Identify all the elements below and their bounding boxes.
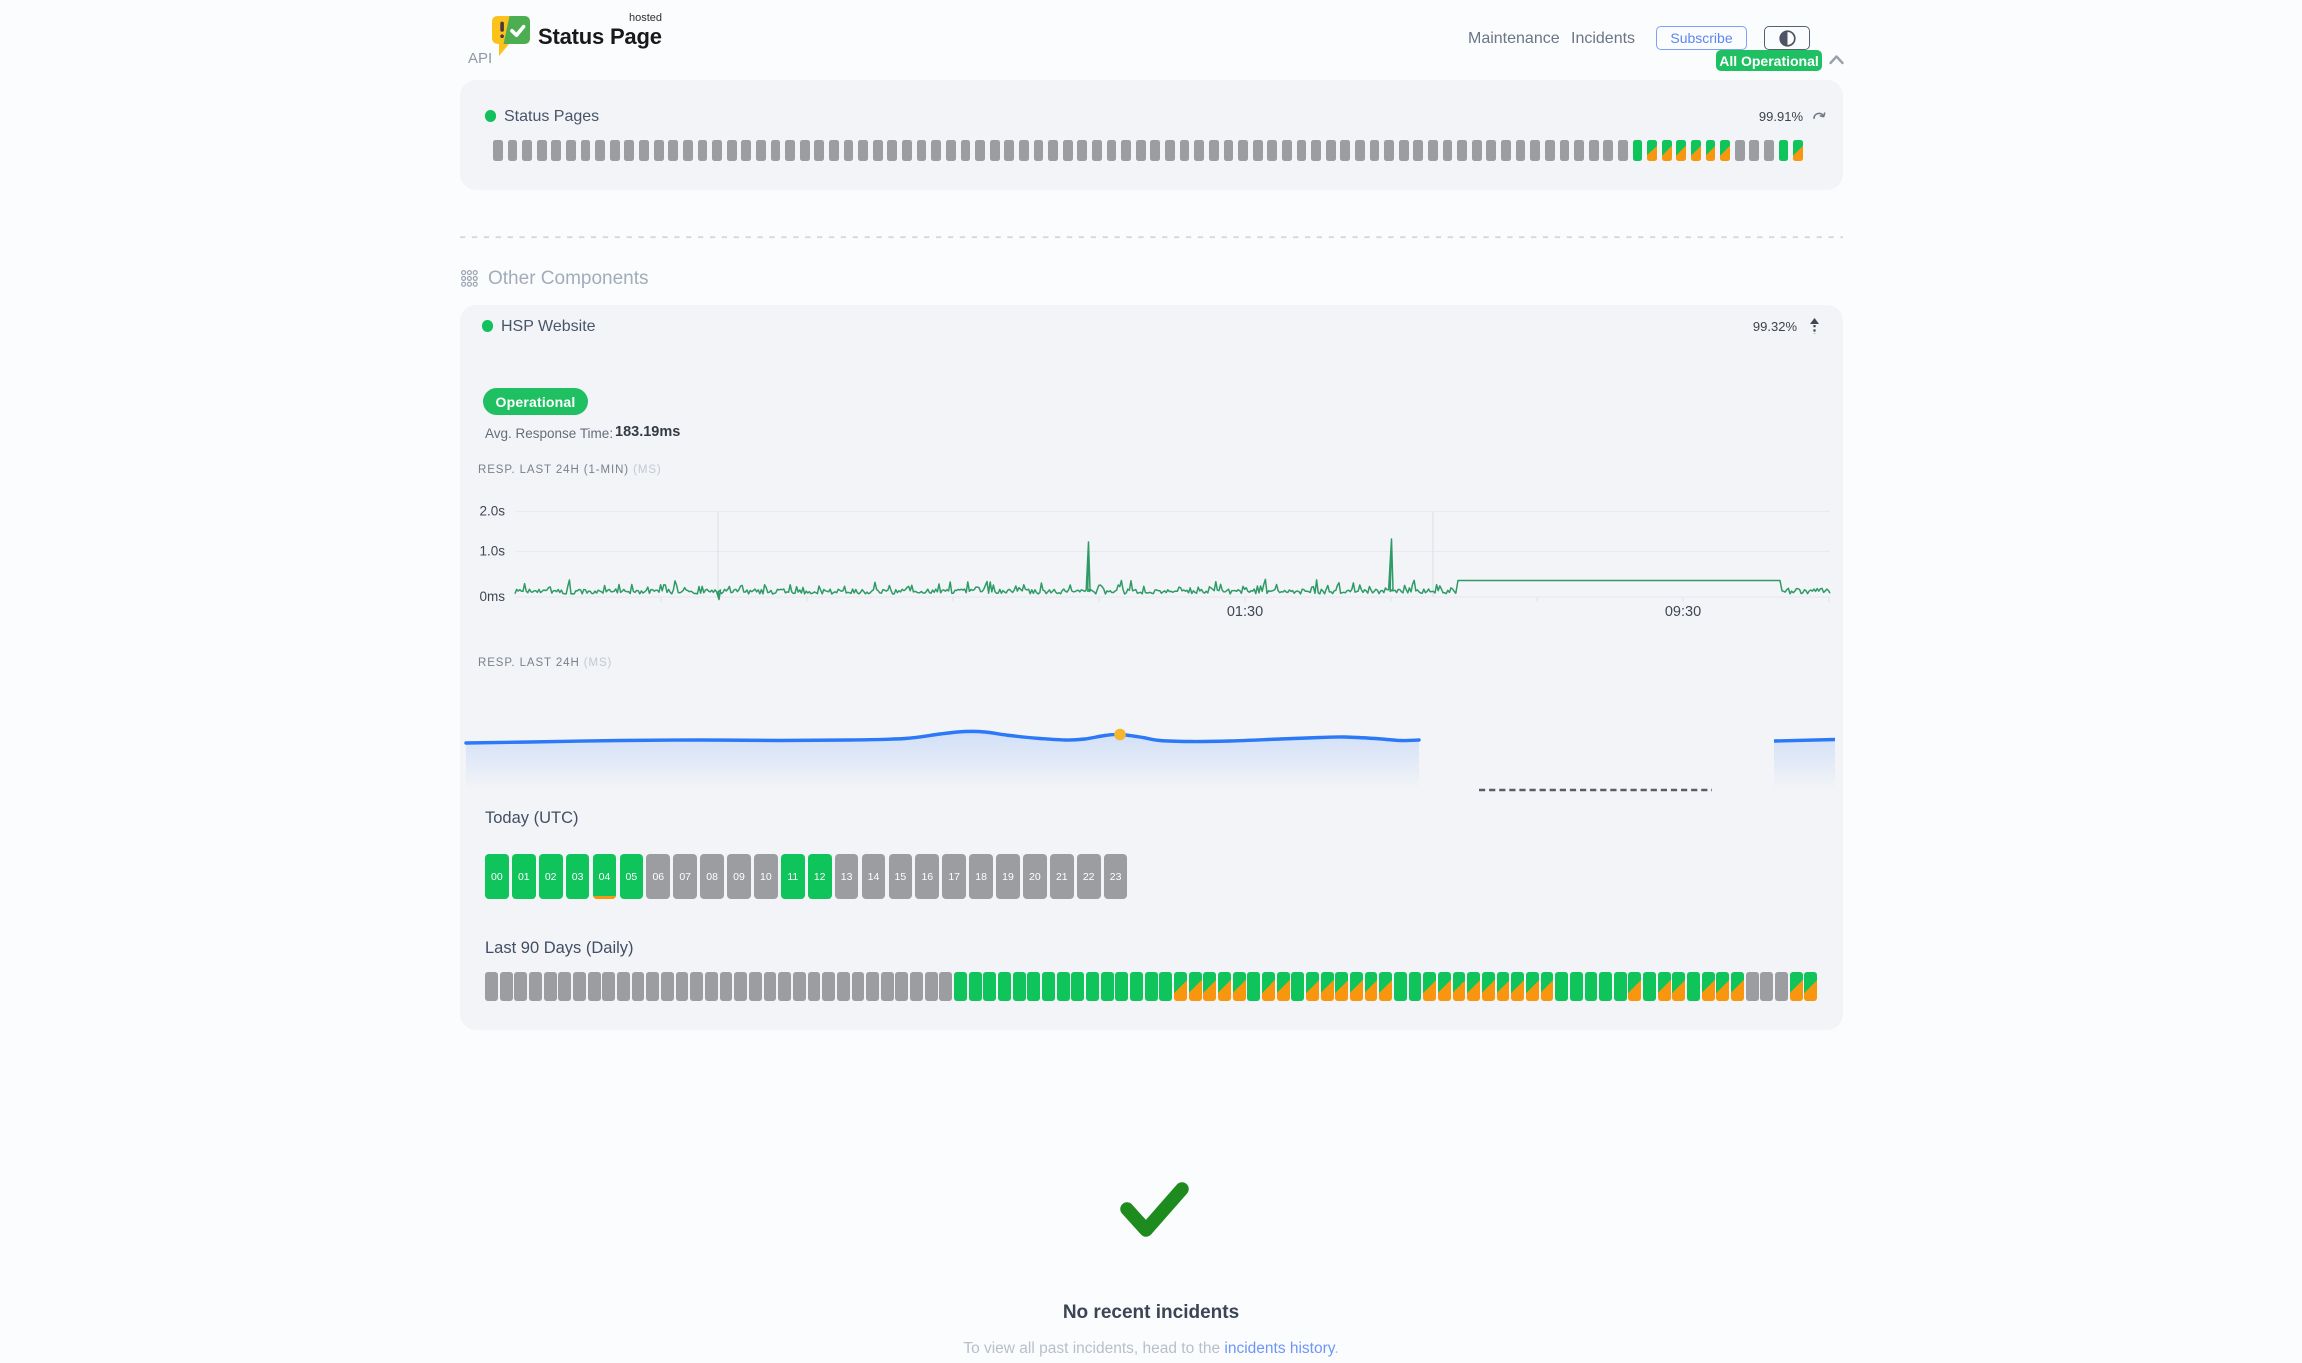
- svg-text:1.0s: 1.0s: [479, 544, 505, 559]
- svg-text:09:30: 09:30: [1665, 604, 1701, 620]
- svg-text:0ms: 0ms: [479, 589, 505, 604]
- svg-text:2.0s: 2.0s: [479, 504, 505, 519]
- svg-text:01:30: 01:30: [1227, 604, 1263, 620]
